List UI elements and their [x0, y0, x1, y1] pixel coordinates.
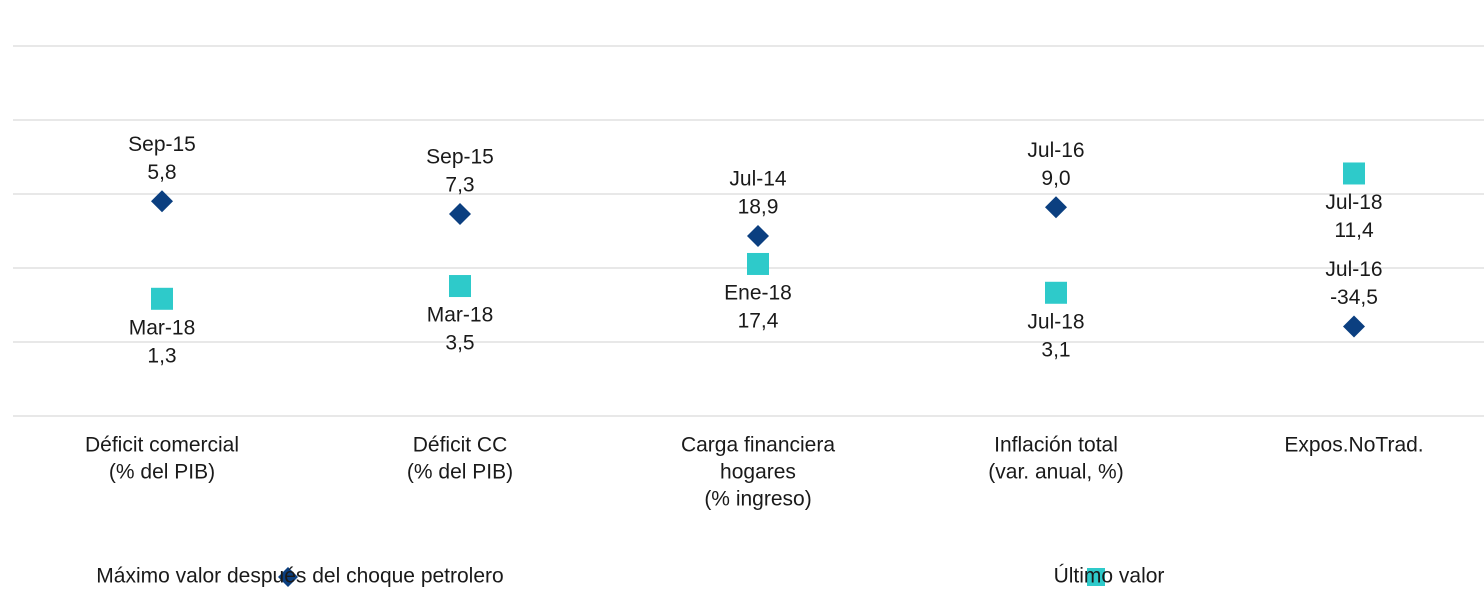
- diamond-marker: [1045, 196, 1067, 219]
- legend-label: Último valor: [1054, 565, 1165, 588]
- diamond-marker: [1343, 315, 1365, 338]
- date-label: Mar-18: [129, 316, 196, 339]
- date-label: Jul-16: [1027, 139, 1084, 162]
- value-label: 5,8: [147, 161, 176, 184]
- x-tick-label: (% ingreso): [704, 488, 811, 511]
- date-label: Jul-14: [729, 168, 787, 191]
- legend-marker: [278, 567, 298, 587]
- date-label: Sep-15: [128, 133, 196, 156]
- value-label: 9,0: [1041, 167, 1070, 190]
- value-label: 17,4: [738, 310, 779, 333]
- square-marker: [151, 287, 173, 310]
- date-label: Jul-18: [1027, 310, 1084, 333]
- legend-marker: [1087, 568, 1105, 586]
- legend-label: Máximo valor después del choque petroler…: [96, 565, 503, 588]
- diamond-marker: [449, 202, 471, 225]
- square-marker: [747, 252, 769, 275]
- x-tick-label: hogares: [720, 461, 796, 484]
- date-label: Ene-18: [724, 282, 792, 305]
- x-tick-label: Déficit comercial: [85, 434, 239, 457]
- x-tick-label: (% del PIB): [109, 461, 215, 484]
- square-marker: [1045, 281, 1067, 304]
- value-label: -34,5: [1330, 286, 1378, 309]
- value-label: 3,5: [445, 332, 474, 355]
- diamond-marker: [747, 225, 769, 248]
- value-label: 11,4: [1334, 219, 1374, 242]
- value-label: 3,1: [1041, 338, 1070, 361]
- date-label: Jul-18: [1325, 191, 1382, 214]
- date-label: Mar-18: [427, 304, 494, 327]
- square-marker: [1343, 162, 1365, 185]
- x-tick-label: Expos.NoTrad.: [1284, 434, 1423, 457]
- x-tick-label: Inflación total: [994, 434, 1118, 457]
- date-label: Sep-15: [426, 146, 494, 169]
- x-tick-label: (var. anual, %): [988, 461, 1123, 484]
- x-tick-label: (% del PIB): [407, 461, 513, 484]
- value-label: 18,9: [738, 196, 779, 219]
- x-tick-label: Déficit CC: [413, 434, 508, 457]
- diamond-marker: [151, 190, 173, 213]
- date-label: Jul-16: [1325, 258, 1382, 281]
- square-marker: [449, 275, 471, 298]
- x-tick-label: Carga financiera: [681, 434, 835, 457]
- value-label: 7,3: [445, 174, 474, 197]
- value-label: 1,3: [147, 344, 176, 367]
